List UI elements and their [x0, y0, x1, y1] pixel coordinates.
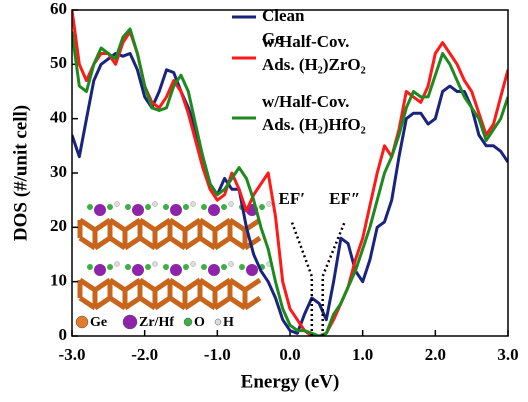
- annotation: EF″: [329, 189, 360, 208]
- inset-atom: [163, 204, 169, 210]
- legend-label: w/Half-Cov. Ads. (H₂)HfO₂: [262, 92, 366, 134]
- legend-line-2: Ads. (H₂)ZrO₂: [262, 55, 366, 74]
- inset-atom: [201, 204, 207, 210]
- page: {"chart_data": {"type": "line", "x_label…: [0, 0, 528, 402]
- x-tick-label: -1.0: [204, 345, 231, 364]
- inset-atom: [94, 204, 106, 216]
- inset-atom: [170, 264, 182, 276]
- inset-atom: [132, 264, 144, 276]
- inset-legend-label: Ge: [90, 315, 107, 330]
- inset-atom: [229, 262, 234, 267]
- x-tick-label: -2.0: [131, 345, 158, 364]
- y-tick-label: 50: [50, 53, 67, 72]
- inset-atom: [115, 262, 120, 267]
- y-tick-label: 60: [50, 0, 67, 18]
- inset-legend-label: H: [223, 315, 234, 330]
- inset-atom: [107, 264, 113, 270]
- inset-atom: [87, 264, 93, 270]
- inset-atom: [170, 204, 182, 216]
- inset-atom: [87, 204, 93, 210]
- legend-line-1: w/Half-Cov.: [262, 32, 349, 51]
- inset-atom: [208, 204, 220, 216]
- chart: Energy (eV) DOS (#/unit cell) Ge Zr/Hf O H -…: [0, 0, 528, 402]
- inset-legend-marker: [76, 316, 88, 328]
- inset-atom: [183, 264, 189, 270]
- inset-atom: [153, 202, 158, 207]
- inset-legend-label: Zr/Hf: [139, 315, 174, 330]
- inset-legend-marker: [123, 315, 137, 329]
- annotation: EF′: [279, 189, 306, 208]
- x-tick-label: 3.0: [497, 345, 518, 364]
- inset-atom: [115, 202, 120, 207]
- inset: Ge Zr/Hf O H: [76, 202, 272, 331]
- inset-atom: [239, 264, 245, 270]
- inset-atom: [107, 204, 113, 210]
- y-tick-label: 30: [50, 162, 67, 181]
- inset-atom: [183, 204, 189, 210]
- inset-atom: [208, 264, 220, 276]
- inset-atom: [229, 202, 234, 207]
- inset-atom: [201, 264, 207, 270]
- inset-bond: [245, 280, 260, 290]
- inset-atom: [145, 204, 151, 210]
- inset-atom: [132, 204, 144, 216]
- inset-atom: [191, 202, 196, 207]
- inset-atom: [163, 264, 169, 270]
- y-tick-label: 40: [50, 108, 67, 127]
- inset-legend-marker: [184, 318, 192, 326]
- inset-atom: [191, 262, 196, 267]
- inset-atom: [145, 264, 151, 270]
- inset-atom: [221, 204, 227, 210]
- inset-atom: [246, 264, 258, 276]
- legend-line-1: Clean: [262, 6, 305, 25]
- x-tick-label: 1.0: [352, 345, 373, 364]
- x-tick-label: 2.0: [425, 345, 446, 364]
- inset-atom: [267, 202, 272, 207]
- y-tick-label: 20: [50, 216, 67, 235]
- y-tick-label: 0: [59, 325, 68, 344]
- inset-legend-label: O: [194, 315, 205, 330]
- x-tick-label: -3.0: [59, 345, 86, 364]
- legend-line-2: Ads. (H₂)HfO₂: [262, 115, 366, 134]
- y-axis-label: DOS (#/unit cell): [10, 105, 31, 241]
- inset-atom: [153, 262, 158, 267]
- x-axis-label: Energy (eV): [241, 371, 340, 392]
- inset-atom: [125, 264, 131, 270]
- inset-legend-marker: [215, 319, 221, 325]
- inset-atom: [125, 204, 131, 210]
- inset-atom: [259, 204, 265, 210]
- legend-label: w/Half-Cov. Ads. (H₂)ZrO₂: [262, 32, 366, 74]
- inset-atom: [94, 264, 106, 276]
- legend-line-1: w/Half-Cov.: [262, 92, 349, 111]
- y-tick-label: 10: [50, 271, 67, 290]
- inset-atom: [221, 264, 227, 270]
- x-tick-label: 0.0: [279, 345, 300, 364]
